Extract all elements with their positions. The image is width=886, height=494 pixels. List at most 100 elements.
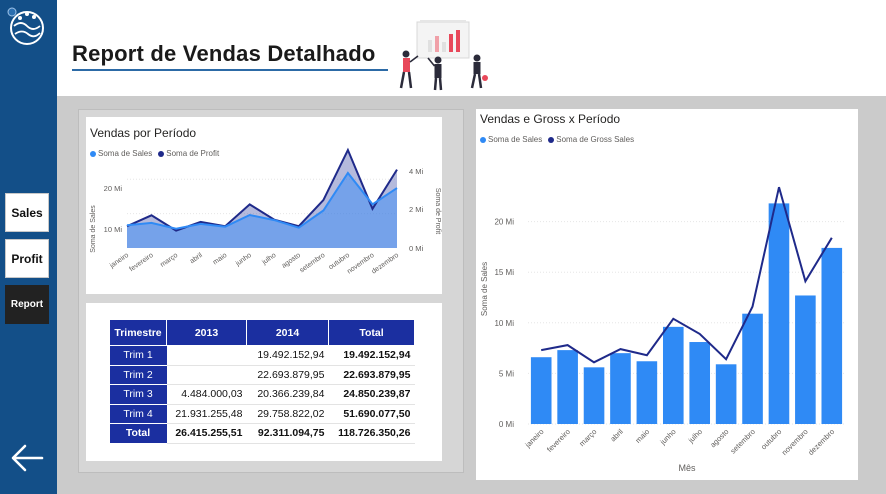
area-chart-card[interactable]: Vendas por Período Soma de Sales Soma de… [86, 117, 442, 294]
combo-x-tick-outubro: outubro [759, 427, 783, 451]
combo-chart-card[interactable]: Vendas e Gross x Período Soma de Sales S… [476, 109, 858, 480]
table-row: Trim 1 19.492.152,94 19.492.152,94 [109, 345, 415, 366]
legend-label-gross: Soma de Gross Sales [556, 135, 635, 144]
combo-chart: Soma de Sales Mês 20 Mi 15 Mi 10 Mi 5 Mi 0 M… [480, 186, 845, 473]
combo-x-tick-dezembro: dezembro [806, 427, 836, 457]
cell-2014: 19.492.152,94 [246, 345, 329, 366]
row-label: Trim 3 [109, 384, 167, 405]
profit-nav-button[interactable]: Profit [5, 239, 49, 278]
legend-item-sales[interactable]: Soma de Sales [90, 149, 152, 158]
row-label: Trim 1 [109, 345, 167, 366]
table-total-row: Total 26.415.255,51 92.311.094,75 118.72… [109, 423, 415, 444]
area-x-tick-junho: junho [234, 252, 253, 268]
area-x-tick-marco: março [159, 252, 179, 269]
table-row: Trim 4 21.931.255,48 29.758.822,02 51.69… [109, 404, 415, 424]
area-y-right-label: Soma de Profit [434, 188, 441, 234]
sales-bar-fevereiro [557, 350, 578, 424]
back-arrow-icon[interactable] [10, 443, 44, 473]
combo-x-tick-agosto: agosto [708, 427, 730, 449]
combo-chart-legend: Soma de Sales Soma de Gross Sales [480, 135, 634, 144]
area-x-tick-julho: julho [260, 252, 277, 267]
combo-y-label: Soma de Sales [480, 262, 489, 316]
total-grand: 118.726.350,26 [328, 423, 415, 444]
area-x-tick-dezembro: dezembro [371, 252, 401, 276]
area-x-tick-maio: maio [212, 252, 229, 266]
combo-y-tick-20: 20 Mi [494, 218, 514, 227]
area-x-tick-fevereiro: fevereiro [128, 252, 154, 273]
combo-x-tick-fevereiro: fevereiro [545, 427, 572, 454]
area-x-tick-janeiro: janeiro [108, 252, 130, 270]
sales-bar-julho [689, 342, 711, 424]
area-x-tick-abril: abril [189, 252, 204, 266]
legend-label-profit: Soma de Profit [166, 149, 220, 158]
world-logo-icon [7, 7, 44, 45]
profit-legend-dot [158, 150, 165, 157]
row-label: Trim 2 [109, 365, 167, 385]
combo-x-tick-maio: maio [633, 427, 651, 445]
combo-x-tick-marco: março [577, 427, 598, 448]
area-y-left-label: Soma de Sales [90, 205, 97, 253]
sales-bar-novembro [795, 295, 816, 424]
sales-bar-junho [662, 326, 684, 424]
combo-y-tick-0: 0 Mi [499, 420, 514, 429]
cell-2014: 22.693.879,95 [246, 365, 329, 385]
area-chart: Soma de Sales Soma de Profit 20 Mi 10 Mi… [90, 147, 441, 276]
cell-2013 [166, 365, 247, 385]
legend-label-sales: Soma de Sales [98, 149, 153, 158]
area-x-tick-agosto: agosto [281, 252, 302, 270]
page-title: Report de Vendas Detalhado [72, 41, 376, 66]
legend-item-gross[interactable]: Soma de Gross Sales [548, 135, 634, 144]
area-x-tick-setembro: setembro [299, 252, 327, 275]
sales-line [126, 171, 398, 230]
combo-chart-title: Vendas e Gross x Período [480, 112, 621, 126]
combo-x-tick-abril: abril [608, 427, 625, 444]
presentation-illustration [399, 20, 488, 91]
combo-y-tick-5: 5 Mi [499, 369, 514, 378]
gross-sales-line [541, 186, 833, 364]
combo-x-tick-julho: julho [686, 427, 704, 445]
combo-y-tick-15: 15 Mi [494, 268, 514, 277]
sales-bar-outubro [768, 203, 790, 424]
cell-2014: 29.758.822,02 [246, 404, 329, 424]
cell-total: 22.693.879,95 [328, 365, 415, 385]
area-y-tick-10: 10 Mi [104, 225, 123, 234]
sales-bar-marco [583, 367, 605, 424]
sales-legend-dot [480, 136, 486, 143]
table-header-2013[interactable]: 2013 [166, 319, 247, 346]
title-underline [72, 69, 388, 71]
area-y-tick-20: 20 Mi [104, 184, 123, 193]
combo-x-tick-setembro: setembro [728, 427, 756, 455]
legend-item-profit[interactable]: Soma de Profit [158, 149, 219, 158]
total-2013: 26.415.255,51 [166, 423, 247, 444]
area-y2-tick-0: 0 Mi [409, 244, 424, 253]
sidebar: Sales Profit Report [0, 0, 57, 494]
area-chart-legend: Soma de Sales Soma de Profit [90, 149, 219, 158]
area-y2-tick-4: 4 Mi [409, 167, 424, 176]
report-nav-button[interactable]: Report [5, 285, 49, 324]
legend-item-sales[interactable]: Soma de Sales [480, 135, 542, 144]
combo-x-tick-novembro: novembro [780, 427, 810, 457]
sales-matrix-table: Trimestre 2013 2014 Total Trim 1 19.492.… [109, 319, 415, 444]
cell-total: 51.690.077,50 [328, 404, 415, 424]
cell-total: 24.850.239,87 [328, 384, 415, 405]
sales-bar-dezembro [821, 247, 843, 424]
sales-bar-agosto [715, 364, 737, 424]
table-header-total[interactable]: Total [328, 319, 415, 346]
cell-total: 19.492.152,94 [328, 345, 415, 366]
cell-2013: 21.931.255,48 [166, 404, 247, 424]
sales-bar-abril [610, 353, 631, 424]
gross-legend-dot [548, 136, 555, 143]
cell-2014: 20.366.239,84 [246, 384, 329, 405]
sales-legend-dot [90, 150, 96, 157]
cell-2013 [166, 345, 247, 366]
total-2014: 92.311.094,75 [246, 423, 329, 444]
table-row: Trim 3 4.484.000,03 20.366.239,84 24.850… [109, 384, 415, 405]
table-header-trimestre[interactable]: Trimestre [109, 319, 167, 346]
table-header-2014[interactable]: 2014 [246, 319, 329, 346]
area-chart-title: Vendas por Período [90, 126, 197, 140]
area-y2-tick-2: 2 Mi [409, 205, 424, 214]
legend-label-sales: Soma de Sales [488, 135, 543, 144]
sales-nav-button[interactable]: Sales [5, 193, 49, 232]
combo-x-label: Mês [678, 463, 696, 473]
